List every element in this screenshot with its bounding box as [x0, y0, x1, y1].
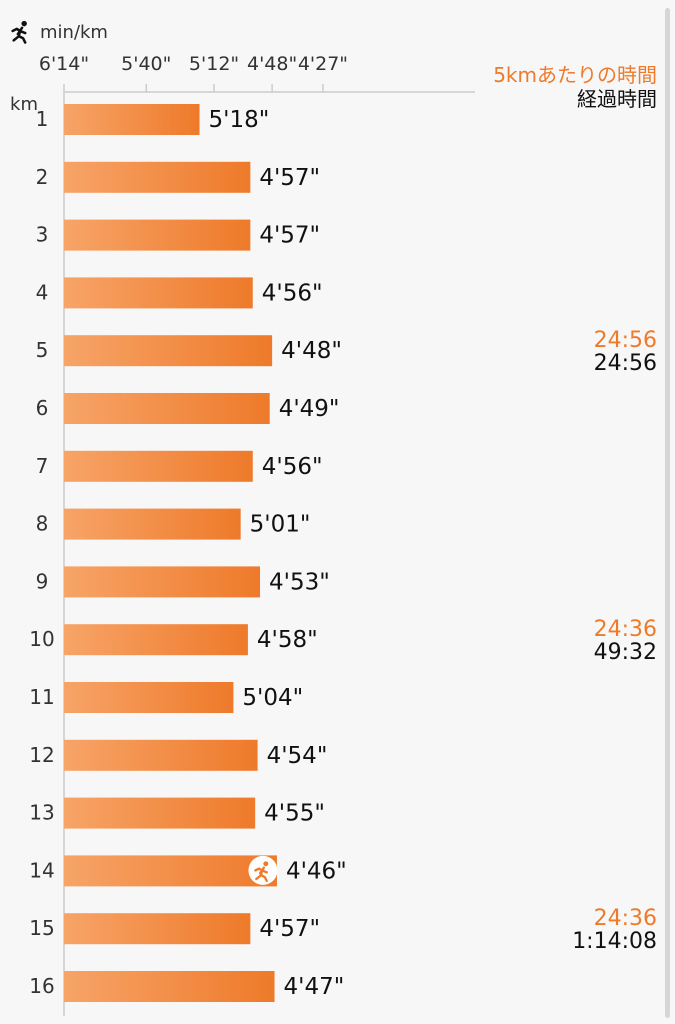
pace-label: 4'49" — [279, 396, 340, 422]
km-label: 13 — [29, 801, 54, 825]
pace-label: 4'57" — [259, 916, 320, 942]
runner-icon — [11, 20, 27, 44]
bar[interactable] — [64, 219, 251, 251]
bar[interactable] — [64, 971, 275, 1002]
bar[interactable] — [64, 161, 251, 193]
pace-label: 4'47" — [284, 974, 345, 1000]
x-tick-label: 5'40" — [121, 53, 171, 75]
km-label: 9 — [36, 569, 49, 593]
elapsed-time: 1:14:08 — [572, 929, 657, 954]
km-label: 11 — [29, 685, 54, 709]
pace-label: 4'53" — [269, 569, 330, 595]
bar[interactable] — [64, 682, 234, 713]
pace-label: 5'18" — [209, 107, 270, 133]
bar[interactable] — [64, 104, 200, 135]
km-label: 6 — [36, 396, 49, 420]
x-tick-label: 4'27" — [298, 53, 348, 75]
pace-label: 4'56" — [262, 454, 323, 480]
km-label: 1 — [36, 107, 49, 131]
bar[interactable] — [64, 393, 270, 424]
pace-label: 4'54" — [267, 743, 328, 769]
legend-elapsed-label: 経過時間 — [577, 87, 657, 111]
pace-label: 4'48" — [281, 338, 342, 364]
km-label: 14 — [29, 858, 54, 882]
km-label: 8 — [36, 512, 49, 536]
elapsed-time: 49:32 — [594, 640, 657, 665]
km-label: 5 — [36, 338, 49, 362]
bar[interactable] — [64, 739, 258, 771]
split-time: 24:36 — [594, 617, 657, 642]
bar[interactable] — [64, 797, 256, 829]
bar[interactable] — [64, 508, 241, 540]
pace-label: 4'56" — [262, 280, 323, 306]
km-label: 12 — [29, 743, 54, 767]
legend-split-label: 5kmあたりの時間 — [493, 63, 657, 87]
km-label: 2 — [36, 165, 49, 189]
bar[interactable] — [64, 624, 248, 656]
x-tick-label: 5'12" — [189, 53, 239, 75]
km-label: 7 — [36, 454, 49, 478]
km-label: 15 — [29, 916, 54, 940]
elapsed-time: 24:56 — [594, 351, 657, 376]
x-tick-label: 4'48" — [247, 53, 297, 75]
pace-label: 5'04" — [242, 685, 303, 711]
split-time: 24:56 — [594, 328, 657, 353]
pace-label: 4'58" — [257, 627, 318, 653]
x-axis-unit: min/km — [40, 22, 108, 43]
runner-icon — [254, 861, 269, 883]
km-label: 10 — [29, 627, 54, 651]
bar[interactable] — [64, 277, 253, 309]
km-label: 16 — [29, 974, 54, 998]
pace-label: 5'01" — [250, 512, 311, 538]
bar[interactable] — [64, 450, 253, 482]
pace-label: 4'55" — [264, 801, 325, 827]
bar[interactable] — [64, 335, 273, 367]
bar[interactable] — [64, 855, 277, 887]
x-tick-label: 6'14" — [39, 53, 89, 75]
bar[interactable] — [64, 566, 261, 598]
pace-label: 4'46" — [286, 858, 347, 884]
km-label: 3 — [36, 223, 49, 247]
split-time: 24:36 — [594, 906, 657, 931]
pace-label: 4'57" — [259, 165, 320, 191]
scrollbar[interactable] — [665, 8, 670, 1018]
bar[interactable] — [64, 913, 251, 945]
pace-label: 4'57" — [259, 223, 320, 249]
km-label: 4 — [36, 280, 49, 304]
y-axis-unit: km — [10, 94, 38, 115]
